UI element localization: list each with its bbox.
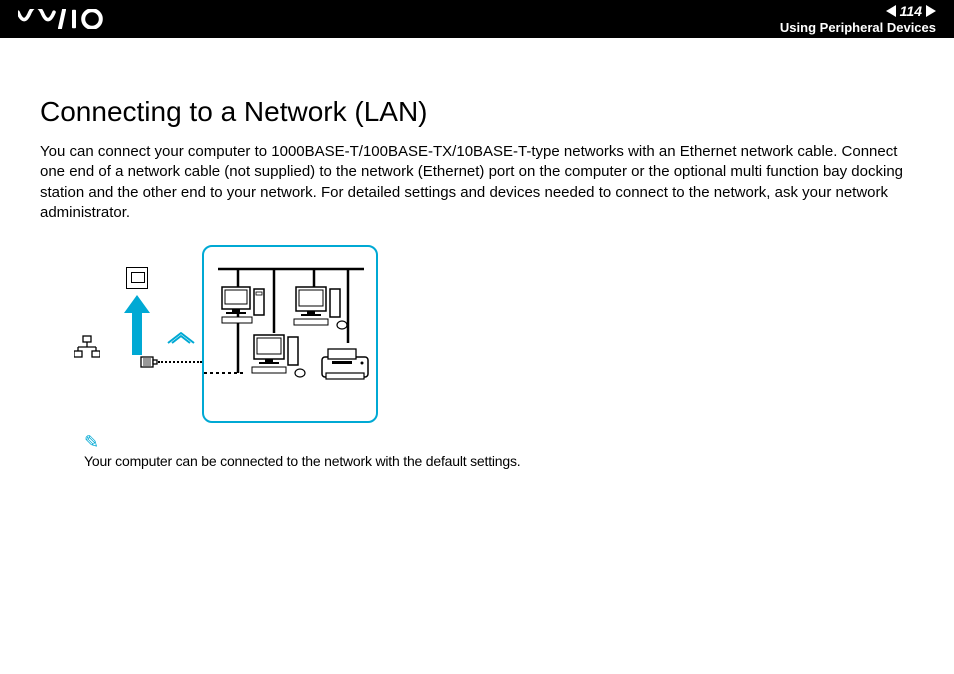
diagram-left-cluster [62, 253, 202, 423]
note-pencil-icon: ✎ [84, 433, 99, 451]
clip-icon [166, 331, 196, 345]
header-bar: 114 Using Peripheral Devices [0, 0, 954, 38]
cable-plug-icon [140, 355, 158, 369]
next-page-arrow-icon[interactable] [926, 5, 936, 17]
vaio-logo [18, 9, 114, 29]
body-paragraph: You can connect your computer to 1000BAS… [40, 142, 910, 223]
page-nav: 114 [780, 3, 936, 19]
lan-topology-icon [74, 335, 100, 359]
prev-page-arrow-icon[interactable] [886, 5, 896, 17]
page-number: 114 [900, 3, 922, 19]
network-diagram [62, 245, 910, 423]
arrow-up-icon [124, 295, 150, 355]
dotted-cable-line [158, 361, 202, 363]
page-content: Connecting to a Network (LAN) You can co… [0, 38, 954, 469]
note-text: Your computer can be connected to the ne… [84, 453, 910, 469]
page-title: Connecting to a Network (LAN) [40, 96, 910, 128]
header-right: 114 Using Peripheral Devices [780, 3, 936, 35]
ethernet-port-icon [126, 267, 148, 289]
breadcrumb[interactable]: Using Peripheral Devices [780, 20, 936, 35]
network-box [202, 245, 378, 423]
